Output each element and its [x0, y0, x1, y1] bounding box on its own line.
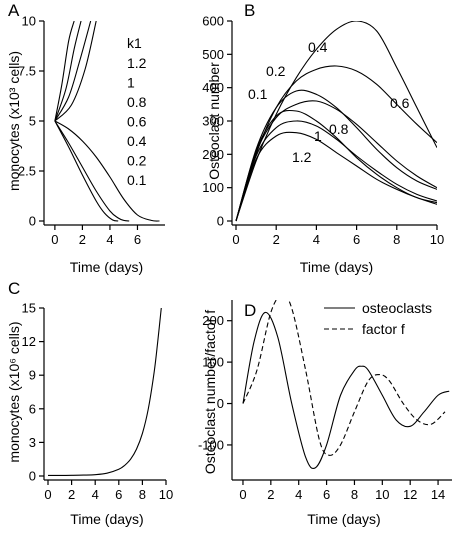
series-line-k1-1 [54, 21, 82, 122]
y-tick-label: 2.5 [18, 164, 36, 179]
x-tick-label: 10 [159, 487, 173, 502]
y-tick-label: 3 [29, 435, 36, 450]
curve-annotation: 0.1 [248, 86, 268, 102]
panel-label: B [244, 1, 255, 20]
legend-entry: 0.2 [127, 153, 147, 169]
panel-label: D [244, 301, 256, 320]
series-line-k1-1.2 [235, 131, 437, 222]
y-tick-label: 400 [202, 80, 224, 95]
x-tick-label: 14 [431, 487, 445, 502]
series-line-k1-0.6 [54, 21, 97, 122]
x-tick-label: 6 [115, 487, 122, 502]
y-tick-label: 5 [29, 114, 36, 129]
x-tick-label: 6 [134, 232, 141, 247]
y-tick-label: 600 [202, 14, 224, 29]
y-tick-label: 10 [22, 14, 36, 29]
x-axis-label: Time (days) [70, 511, 143, 527]
x-tick-label: 10 [375, 487, 389, 502]
y-tick-label: 0 [217, 396, 224, 411]
x-tick-label: 4 [106, 232, 113, 247]
curve-annotation: 0.2 [266, 63, 286, 79]
x-axis-label: Time (days) [307, 511, 380, 527]
x-tick-label: 12 [403, 487, 417, 502]
x-tick-label: 0 [239, 487, 246, 502]
legend-title: k1 [127, 35, 142, 51]
curve-annotation: 0.6 [390, 95, 410, 111]
series-line-k1-0.2 [54, 120, 130, 222]
series-line-k1-0.8 [54, 21, 92, 122]
x-axis-label: Time (days) [300, 259, 373, 275]
x-tick-label: 6 [323, 487, 330, 502]
x-tick-label: 10 [430, 232, 444, 247]
legend-entry: factor f [362, 321, 405, 337]
curve-annotation: 1.2 [292, 149, 312, 165]
series-line-k1-0.6 [235, 65, 437, 222]
y-tick-label: 200 [202, 147, 224, 162]
x-tick-label: 8 [393, 232, 400, 247]
x-tick-label: 4 [313, 232, 320, 247]
x-tick-label: 8 [139, 487, 146, 502]
series-line-k1-1.2 [54, 21, 75, 122]
y-tick-label: 9 [29, 368, 36, 383]
legend-entry: 1.2 [127, 55, 147, 71]
series-line-factor-f [242, 300, 446, 456]
y-axis-label: Osteoclast number/factor f [202, 310, 218, 474]
y-tick-label: 100 [202, 180, 224, 195]
y-tick-label: 6 [29, 401, 36, 416]
legend-entry: 0.8 [127, 94, 147, 110]
legend-entry: 0.1 [127, 172, 147, 188]
legend-entry: 0.6 [127, 114, 147, 130]
series-line-k1-0.1 [235, 109, 437, 222]
panel-label: C [8, 279, 20, 298]
series-line-k1-0.4 [54, 120, 160, 222]
series-line-k1-0.8 [235, 100, 437, 222]
y-tick-label: 200 [202, 313, 224, 328]
curve-annotation: 0.4 [308, 39, 328, 55]
legend-entry: osteoclasts [362, 300, 432, 316]
series-line-k1-0.1 [54, 120, 119, 222]
curve-annotation: 0.8 [329, 121, 349, 137]
y-tick-label: 0 [217, 214, 224, 229]
y-tick-label: 500 [202, 47, 224, 62]
series-line-k1-0.4 [235, 21, 437, 222]
x-tick-label: 6 [353, 232, 360, 247]
x-axis-label: Time (days) [70, 259, 143, 275]
x-tick-label: 4 [92, 487, 99, 502]
legend-entry: 0.4 [127, 133, 147, 149]
series-line-k1-undefined [47, 308, 162, 476]
x-tick-label: 2 [79, 232, 86, 247]
x-tick-label: 0 [51, 232, 58, 247]
y-tick-label: 7.5 [18, 64, 36, 79]
x-tick-label: 4 [295, 487, 302, 502]
y-tick-label: -100 [198, 437, 224, 452]
x-tick-label: 0 [44, 487, 51, 502]
y-tick-label: 100 [202, 355, 224, 370]
series-line-osteoclasts [242, 311, 450, 470]
x-tick-label: 8 [351, 487, 358, 502]
y-tick-label: 12 [22, 334, 36, 349]
legend-entry: 1 [127, 75, 135, 91]
y-axis-label: monocytes (x10³ cells) [6, 51, 22, 191]
y-tick-label: 0 [29, 469, 36, 484]
curve-annotation: 1 [314, 128, 322, 144]
series-line-k1-0.2 [235, 89, 437, 222]
y-tick-label: 15 [22, 301, 36, 316]
x-tick-label: 2 [68, 487, 75, 502]
y-tick-label: 300 [202, 114, 224, 129]
y-tick-label: 0 [29, 214, 36, 229]
x-tick-label: 2 [273, 232, 280, 247]
y-axis-label: Osteoclast number [206, 62, 222, 180]
series-line-k1-1 [235, 120, 437, 222]
y-axis-label: monocytes (x10⁶ cells) [6, 321, 22, 462]
x-tick-label: 2 [267, 487, 274, 502]
panel-label: A [8, 1, 20, 20]
x-tick-label: 0 [232, 232, 239, 247]
